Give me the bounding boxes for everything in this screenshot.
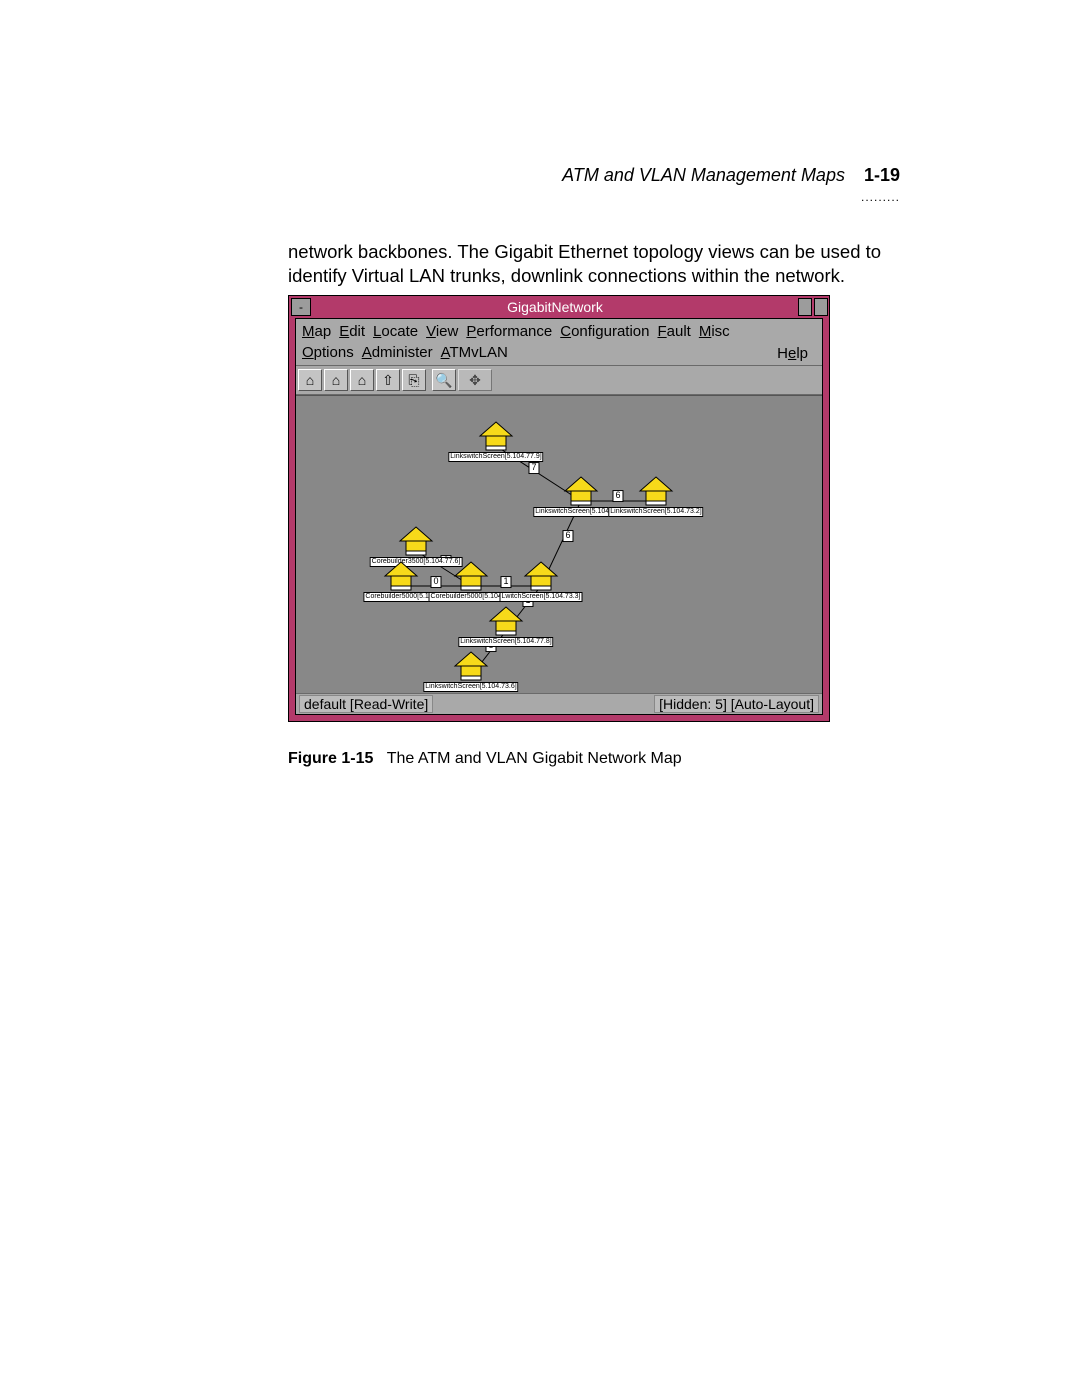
header-dots: ......... <box>861 190 900 204</box>
menu-misc[interactable]: Misc <box>699 323 730 340</box>
node-label: LinkswitchScreen[5.104.73.6] <box>423 682 518 692</box>
node-label: LinkswitchScreen[5.104.77.9] <box>448 452 543 462</box>
status-bar: default [Read-Write] [Hidden: 5] [Auto-L… <box>296 693 822 714</box>
menu-bar[interactable]: Map Edit Locate View Performance Configuratio… <box>296 319 822 366</box>
network-node[interactable] <box>636 475 676 507</box>
node-label: Corebuilder5000[5.104 <box>363 592 438 602</box>
edge-label: 7 <box>528 462 539 474</box>
window-client: Map Edit Locate View Performance Configuratio… <box>295 318 823 715</box>
paste-icon[interactable]: ⎘ <box>402 369 426 391</box>
node-label: LwitchScreen[5.104.73.3] <box>500 592 583 602</box>
status-right: [Hidden: 5] [Auto-Layout] <box>654 695 819 713</box>
sysmenu-icon[interactable]: - <box>291 298 311 316</box>
menu-help[interactable]: Help <box>777 345 808 362</box>
menu-map[interactable]: Map <box>302 323 331 340</box>
menu-fault[interactable]: Fault <box>657 323 690 340</box>
status-left: default [Read-Write] <box>299 695 433 713</box>
edge-label: 6 <box>612 490 623 502</box>
figure-number: Figure 1-15 <box>288 750 373 767</box>
node-label: LinkswitchScreen[5.104.77.8] <box>458 637 553 647</box>
edge-label: 6 <box>562 530 573 542</box>
parent-icon[interactable]: ⌂ <box>324 369 348 391</box>
network-node[interactable] <box>486 605 526 637</box>
menu-locate[interactable]: Locate <box>373 323 418 340</box>
menu-edit[interactable]: Edit <box>339 323 365 340</box>
network-node[interactable] <box>561 475 601 507</box>
window-title: GigabitNetwork <box>313 299 797 315</box>
network-canvas[interactable]: 76620118LinkswitchScreen[5.104.77.9]Link… <box>296 395 822 693</box>
header-title: ATM and VLAN Management Maps <box>562 165 845 185</box>
edge-label: 0 <box>430 576 441 588</box>
root-home-icon[interactable]: ⌂ <box>298 369 322 391</box>
minimize-button[interactable] <box>798 298 812 316</box>
toolbar[interactable]: ⌂⌂⌂⇧⎘🔍✥ <box>296 366 822 395</box>
menu-atmvlan[interactable]: ATMvLAN <box>441 344 508 361</box>
page-header: ATM and VLAN Management Maps 1-19 <box>562 165 900 186</box>
menu-view[interactable]: View <box>426 323 458 340</box>
pan-icon[interactable]: ✥ <box>458 369 492 391</box>
quickfind-icon[interactable]: ⌂ <box>350 369 374 391</box>
network-node[interactable] <box>521 560 561 592</box>
figure-caption: Figure 1-15 The ATM and VLAN Gigabit Net… <box>288 750 682 768</box>
app-window: - GigabitNetwork Map Edit Locate View Perfor… <box>288 295 830 722</box>
menu-performance[interactable]: Performance <box>466 323 552 340</box>
menu-configuration[interactable]: Configuration <box>560 323 649 340</box>
titlebar[interactable]: - GigabitNetwork <box>289 296 829 318</box>
body-paragraph: network backbones. The Gigabit Ethernet … <box>288 240 898 288</box>
edges-layer <box>296 396 822 693</box>
edge-label: 1 <box>500 576 511 588</box>
menu-administer[interactable]: Administer <box>362 344 433 361</box>
page-number: 1-19 <box>864 165 900 185</box>
network-node[interactable] <box>451 650 491 682</box>
maximize-button[interactable] <box>814 298 828 316</box>
network-node[interactable] <box>396 525 436 557</box>
network-node[interactable] <box>381 560 421 592</box>
node-label: LinkswitchScreen[5.104.73.2] <box>608 507 703 517</box>
network-node[interactable] <box>476 420 516 452</box>
menu-options[interactable]: Options <box>302 344 354 361</box>
network-node[interactable] <box>451 560 491 592</box>
figure-text: The ATM and VLAN Gigabit Network Map <box>387 750 682 767</box>
zoom-icon[interactable]: 🔍 <box>432 369 456 391</box>
up-icon[interactable]: ⇧ <box>376 369 400 391</box>
